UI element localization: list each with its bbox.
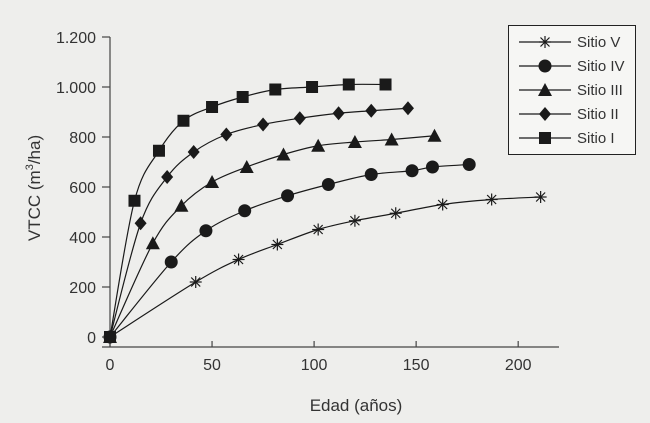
- series-line-asterisk: [109, 196, 541, 338]
- legend-item-sitio-ii: Sitio II: [517, 103, 635, 125]
- data-point-square: [206, 101, 219, 113]
- data-point-triangle: [145, 236, 160, 250]
- data-point-diamond: [220, 127, 233, 142]
- y-tick-label: 800: [69, 130, 96, 147]
- data-point-triangle: [384, 132, 399, 146]
- y-tick-label: 200: [69, 280, 96, 297]
- data-point-triangle: [276, 147, 291, 161]
- legend-item-sitio-iv: Sitio IV: [517, 55, 635, 77]
- data-point-diamond: [134, 216, 147, 231]
- data-point-diamond: [293, 111, 306, 126]
- data-point-circle: [199, 224, 213, 238]
- y-tick-label: 600: [69, 180, 96, 197]
- y-tick-label: 1.000: [56, 80, 96, 97]
- data-point-triangle: [174, 198, 189, 212]
- axes: 0 200 400 600 800 1.000 1.200 0 50 100 150 200: [56, 30, 559, 374]
- data-point-square: [104, 331, 116, 343]
- data-point-triangle: [239, 160, 254, 173]
- legend-item-sitio-i: Sitio I: [517, 127, 635, 149]
- legend-label: Sitio V: [577, 34, 621, 51]
- data-point-asterisk: [348, 214, 361, 227]
- data-point-square: [236, 91, 249, 103]
- x-tick-label: 50: [203, 357, 221, 374]
- legend-symbol: [539, 36, 551, 48]
- data-point-triangle: [205, 175, 220, 188]
- legend-marker-triangle: [519, 83, 571, 96]
- data-point-diamond: [161, 170, 174, 184]
- data-point-circle: [364, 168, 378, 181]
- legend-label: Sitio I: [577, 130, 615, 147]
- legend-marker-diamond: [519, 107, 571, 121]
- data-point-asterisk: [389, 207, 402, 220]
- data-point-square: [128, 194, 141, 207]
- data-point-circle: [405, 164, 419, 178]
- data-point-circle: [238, 204, 252, 218]
- series-line-circle: [109, 163, 470, 338]
- data-point-square: [152, 144, 165, 157]
- data-point-asterisk: [232, 253, 245, 266]
- legend-label: Sitio III: [577, 82, 623, 99]
- legend: Sitio V Sitio IV Sitio III Sitio II Siti…: [508, 25, 636, 155]
- y-tick-label: 400: [69, 230, 96, 247]
- legend-label: Sitio IV: [577, 58, 625, 75]
- legend-marker-circle: [519, 59, 571, 73]
- legend-item-sitio-iii: Sitio III: [517, 79, 635, 101]
- series-markers: [103, 78, 547, 344]
- data-point-diamond: [257, 117, 270, 132]
- data-point-diamond: [187, 145, 200, 159]
- series-line-square: [109, 83, 386, 338]
- data-point-asterisk: [271, 238, 284, 251]
- data-point-asterisk: [312, 223, 325, 236]
- legend-symbol: [538, 59, 552, 73]
- x-tick-label: 150: [403, 357, 430, 374]
- y-tick-label: 1.200: [56, 30, 96, 47]
- data-point-circle: [462, 158, 476, 171]
- data-point-asterisk: [485, 193, 498, 206]
- data-point-triangle: [311, 138, 326, 152]
- legend-symbol: [539, 132, 551, 144]
- data-point-circle: [321, 178, 335, 191]
- x-tick-label: 200: [505, 357, 532, 374]
- legend-marker-asterisk: [519, 36, 571, 48]
- x-tick-label: 0: [106, 357, 115, 374]
- data-point-square: [306, 81, 319, 93]
- legend-marker-square: [519, 132, 571, 144]
- data-point-diamond: [401, 101, 414, 116]
- data-point-square: [269, 83, 282, 96]
- data-point-square: [342, 78, 355, 91]
- legend-symbol: [539, 107, 551, 121]
- y-tick-label: 0: [87, 330, 96, 347]
- legend-label: Sitio II: [577, 106, 619, 123]
- data-point-asterisk: [436, 198, 449, 211]
- x-tick-label: 100: [301, 357, 328, 374]
- series-line-triangle: [109, 135, 435, 338]
- data-point-diamond: [365, 103, 378, 118]
- y-axis-label: VTCC (m3/ha): [24, 135, 44, 241]
- data-point-asterisk: [189, 276, 202, 288]
- data-point-circle: [164, 255, 178, 269]
- legend-symbol: [538, 83, 552, 96]
- data-point-square: [379, 78, 392, 91]
- data-point-triangle: [427, 128, 442, 142]
- series-lines: [109, 83, 541, 338]
- data-point-square: [177, 114, 190, 127]
- data-point-triangle: [347, 135, 362, 148]
- data-point-diamond: [332, 106, 345, 121]
- data-point-asterisk: [534, 191, 547, 203]
- data-point-circle: [281, 189, 295, 203]
- data-point-circle: [425, 160, 439, 174]
- x-axis-label: Edad (años): [310, 396, 403, 415]
- series-line-diamond: [109, 107, 409, 338]
- legend-item-sitio-v: Sitio V: [517, 31, 635, 53]
